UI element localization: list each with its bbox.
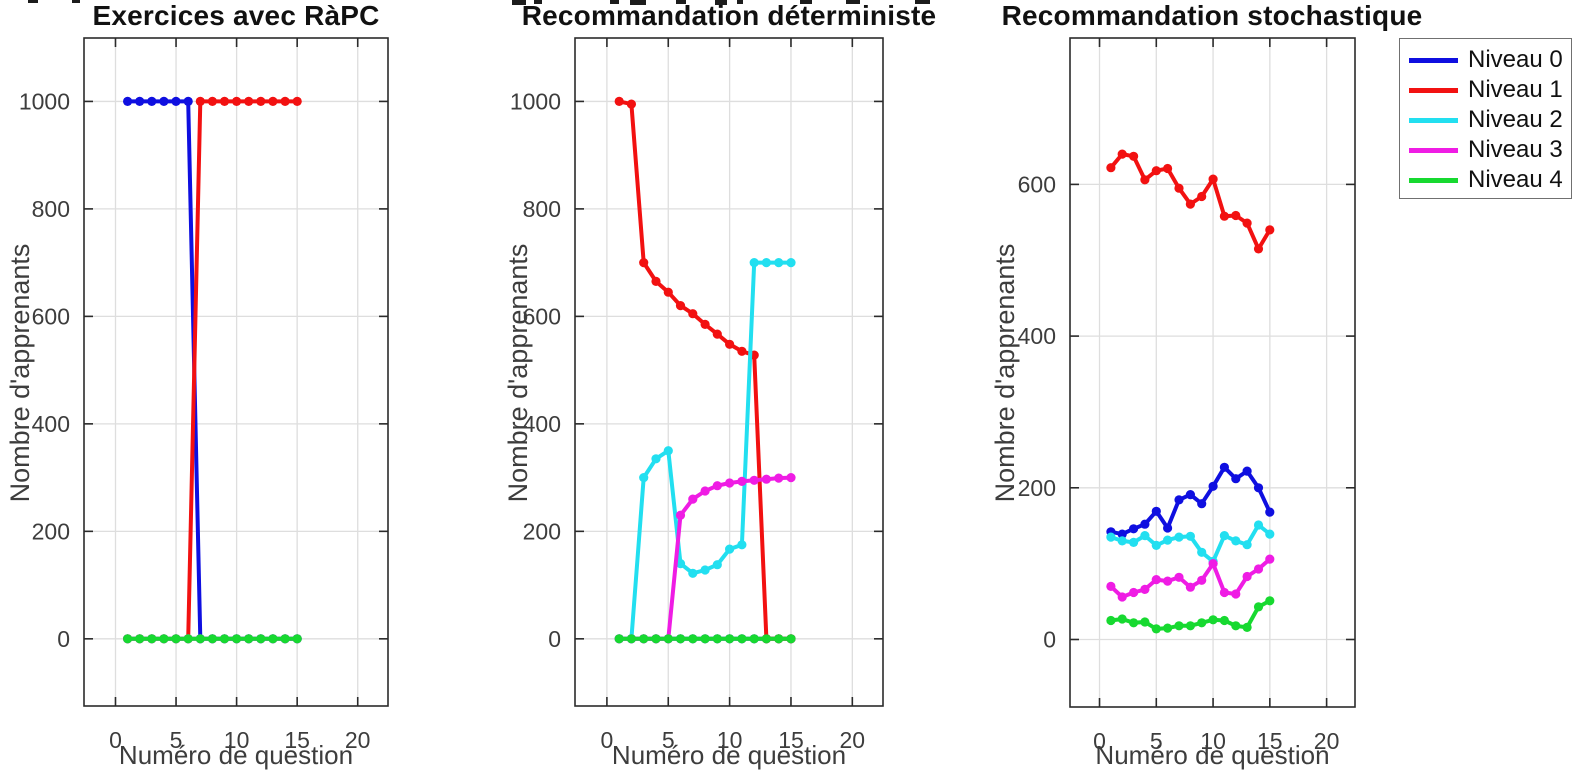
chart1-title: Exercices avec RàPC [92, 0, 380, 31]
y-tick-label: 600 [32, 303, 70, 329]
legend-label: Niveau 4 [1468, 166, 1563, 193]
x-tick-label: 20 [840, 727, 866, 753]
y-tick-label: 600 [1018, 171, 1056, 197]
cropped-text-fragment [610, 0, 619, 4]
chart1-y-axis-label: Nombre d'apprenants [5, 243, 35, 503]
legend-entry-niveau-0: Niveau 0 [1409, 45, 1571, 75]
x-tick-label: 20 [1314, 728, 1340, 754]
y-tick-label: 0 [548, 626, 561, 652]
y-tick-label: 0 [57, 626, 70, 652]
x-tick-label: 20 [345, 727, 371, 753]
series-niveau-1 [123, 96, 302, 644]
legend-label: Niveau 2 [1468, 106, 1563, 133]
legend-entry-niveau-2: Niveau 2 [1409, 105, 1571, 135]
cropped-text-fragment [534, 0, 542, 4]
series-niveau-4 [123, 634, 302, 644]
cropped-text-fragment [28, 0, 38, 3]
series-niveau-1 [1106, 149, 1275, 254]
cropped-text-fragment [737, 0, 743, 4]
x-tick-label: 0 [601, 727, 614, 753]
y-tick-label: 400 [32, 411, 70, 437]
y-tick-label: 400 [1018, 323, 1056, 349]
series-niveau-0 [123, 96, 302, 644]
y-tick-label: 200 [523, 518, 561, 544]
chart1-x-axis-label: Numéro de question [118, 740, 354, 770]
legend-entry-niveau-3: Niveau 3 [1409, 135, 1571, 165]
cropped-text-fragment [715, 0, 727, 5]
legend-label: Niveau 0 [1468, 46, 1563, 73]
legend-line-swatch-blue [1409, 57, 1458, 63]
legend-entry-niveau-1: Niveau 1 [1409, 75, 1571, 105]
cropped-text-fragment [915, 0, 930, 4]
chart2-x-axis-label: Numéro de question [611, 740, 847, 770]
x-tick-label: 15 [778, 727, 804, 753]
cropped-text-fragment [630, 0, 646, 5]
x-tick-label: 10 [224, 727, 250, 753]
y-tick-label: 200 [32, 518, 70, 544]
y-tick-label: 400 [523, 411, 561, 437]
cropped-text-fragment [72, 0, 80, 3]
y-tick-label: 600 [523, 303, 561, 329]
x-tick-label: 5 [662, 727, 675, 753]
series-niveau-4 [614, 634, 796, 644]
y-tick-label: 1000 [19, 88, 70, 114]
legend-box: Niveau 0 Niveau 1 Niveau 2 Niveau 3 Nive… [1399, 38, 1572, 199]
series-niveau-4 [1106, 596, 1275, 634]
series-niveau-3 [1106, 554, 1275, 602]
x-tick-label: 10 [1200, 728, 1226, 754]
x-tick-label: 5 [1150, 728, 1163, 754]
legend-line-swatch-magenta [1409, 147, 1458, 153]
legend-line-swatch-cyan [1409, 117, 1458, 123]
series-niveau-2 [1106, 520, 1275, 567]
x-tick-label: 15 [1257, 728, 1283, 754]
cropped-text-fragment [846, 0, 860, 4]
legend-line-swatch-green [1409, 177, 1458, 183]
y-tick-label: 800 [32, 196, 70, 222]
chart2-title: Recommandation déterministe [521, 0, 937, 31]
x-tick-label: 0 [1093, 728, 1106, 754]
x-tick-label: 15 [284, 727, 310, 753]
legend-entry-niveau-4: Niveau 4 [1409, 165, 1571, 195]
y-tick-label: 1000 [510, 88, 561, 114]
series-niveau-1 [614, 96, 796, 644]
chart2-y-axis-label: Nombre d'apprenants [503, 243, 533, 503]
chart3-x-axis-label: Numéro de question [1095, 740, 1330, 770]
series-niveau-0 [1106, 462, 1275, 539]
legend-line-swatch-red [1409, 87, 1458, 93]
chart3-y-axis-label: Nombre d'apprenants [990, 243, 1020, 503]
legend-label: Niveau 1 [1468, 76, 1563, 103]
y-tick-label: 200 [1018, 475, 1056, 501]
y-tick-label: 800 [523, 196, 561, 222]
chart3-title: Recommandation stochastique [1001, 0, 1423, 31]
x-tick-label: 0 [109, 727, 122, 753]
cropped-text-fragment [800, 0, 812, 4]
x-tick-label: 10 [717, 727, 743, 753]
x-tick-label: 5 [170, 727, 183, 753]
legend-label: Niveau 3 [1468, 136, 1563, 163]
cropped-text-fragment [676, 0, 686, 4]
cropped-text-fragment [512, 0, 526, 5]
y-tick-label: 0 [1043, 627, 1056, 653]
